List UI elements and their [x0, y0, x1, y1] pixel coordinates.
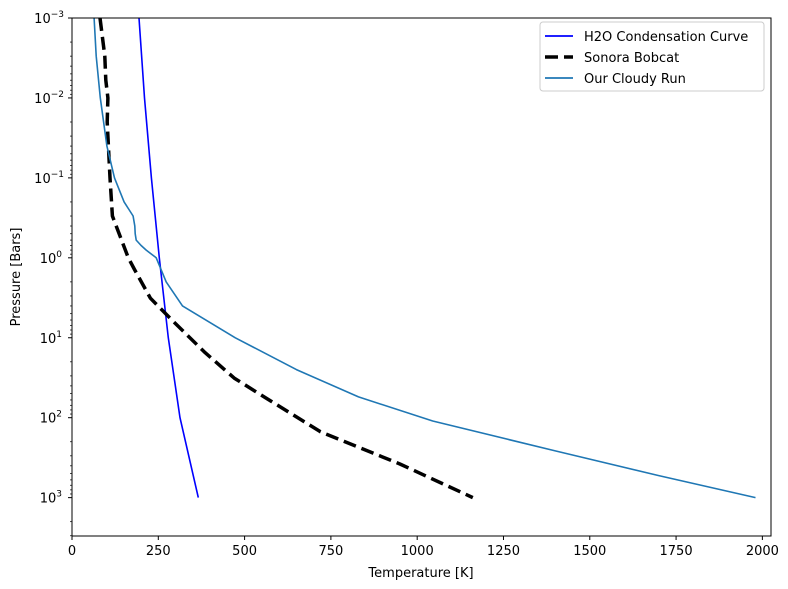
series-line-1	[98, 17, 474, 500]
y-tick-label: 10−2	[34, 90, 64, 107]
x-tick-label: 1750	[660, 544, 693, 559]
y-tick-label: 103	[40, 490, 62, 507]
axes-frame	[71, 17, 772, 537]
x-tick-label: 1000	[401, 544, 434, 559]
legend-label: H2O Condensation Curve	[584, 30, 748, 45]
legend-label: Our Cloudy Run	[584, 72, 686, 87]
x-tick-label: 1500	[573, 544, 606, 559]
x-tick-label: 1250	[487, 544, 520, 559]
x-tick-label: 500	[232, 544, 257, 559]
series-line-2	[93, 17, 756, 499]
y-tick-label: 102	[40, 410, 62, 427]
y-axis-ticks: 10−3 10−2 10−1 100 101 102 103	[34, 10, 72, 537]
x-axis-label: Temperature [K]	[367, 566, 473, 581]
legend: H2O Condensation Curve Sonora Bobcat Our C…	[539, 21, 765, 92]
y-tick-label: 10−3	[34, 10, 64, 27]
series-line-0	[138, 17, 200, 498]
legend-box	[539, 21, 765, 92]
x-tick-label: 250	[146, 544, 171, 559]
legend-label: Sonora Bobcat	[584, 51, 679, 66]
y-tick-label: 10−1	[34, 170, 64, 187]
x-tick-label: 0	[68, 544, 76, 559]
x-tick-label: 2000	[746, 544, 779, 559]
x-tick-label: 750	[318, 544, 343, 559]
y-axis-label: Pressure [Bars]	[9, 228, 24, 327]
plot-lines	[93, 17, 756, 500]
y-tick-label: 100	[40, 250, 63, 267]
y-tick-label: 101	[40, 330, 62, 347]
x-axis-ticks: 0 250 500 750 1000 1250 1500 1750 2000	[68, 536, 779, 559]
